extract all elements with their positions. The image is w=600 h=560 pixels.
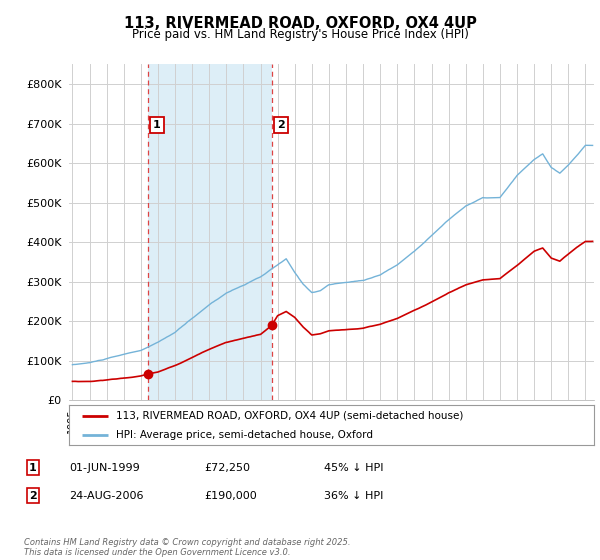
Text: 36% ↓ HPI: 36% ↓ HPI [324, 491, 383, 501]
Text: 01-JUN-1999: 01-JUN-1999 [69, 463, 140, 473]
Text: 1: 1 [153, 120, 161, 130]
Text: 113, RIVERMEAD ROAD, OXFORD, OX4 4UP (semi-detached house): 113, RIVERMEAD ROAD, OXFORD, OX4 4UP (se… [116, 411, 464, 421]
Text: Price paid vs. HM Land Registry's House Price Index (HPI): Price paid vs. HM Land Registry's House … [131, 28, 469, 41]
Text: 2: 2 [277, 120, 284, 130]
Text: HPI: Average price, semi-detached house, Oxford: HPI: Average price, semi-detached house,… [116, 430, 373, 440]
Bar [148, 64, 272, 400]
Text: 45% ↓ HPI: 45% ↓ HPI [324, 463, 383, 473]
Text: 2: 2 [29, 491, 37, 501]
Text: 1: 1 [29, 463, 37, 473]
Text: Contains HM Land Registry data © Crown copyright and database right 2025.
This d: Contains HM Land Registry data © Crown c… [24, 538, 350, 557]
Text: 24-AUG-2006: 24-AUG-2006 [69, 491, 143, 501]
Text: £72,250: £72,250 [204, 463, 250, 473]
Text: £190,000: £190,000 [204, 491, 257, 501]
Text: 113, RIVERMEAD ROAD, OXFORD, OX4 4UP: 113, RIVERMEAD ROAD, OXFORD, OX4 4UP [124, 16, 476, 31]
